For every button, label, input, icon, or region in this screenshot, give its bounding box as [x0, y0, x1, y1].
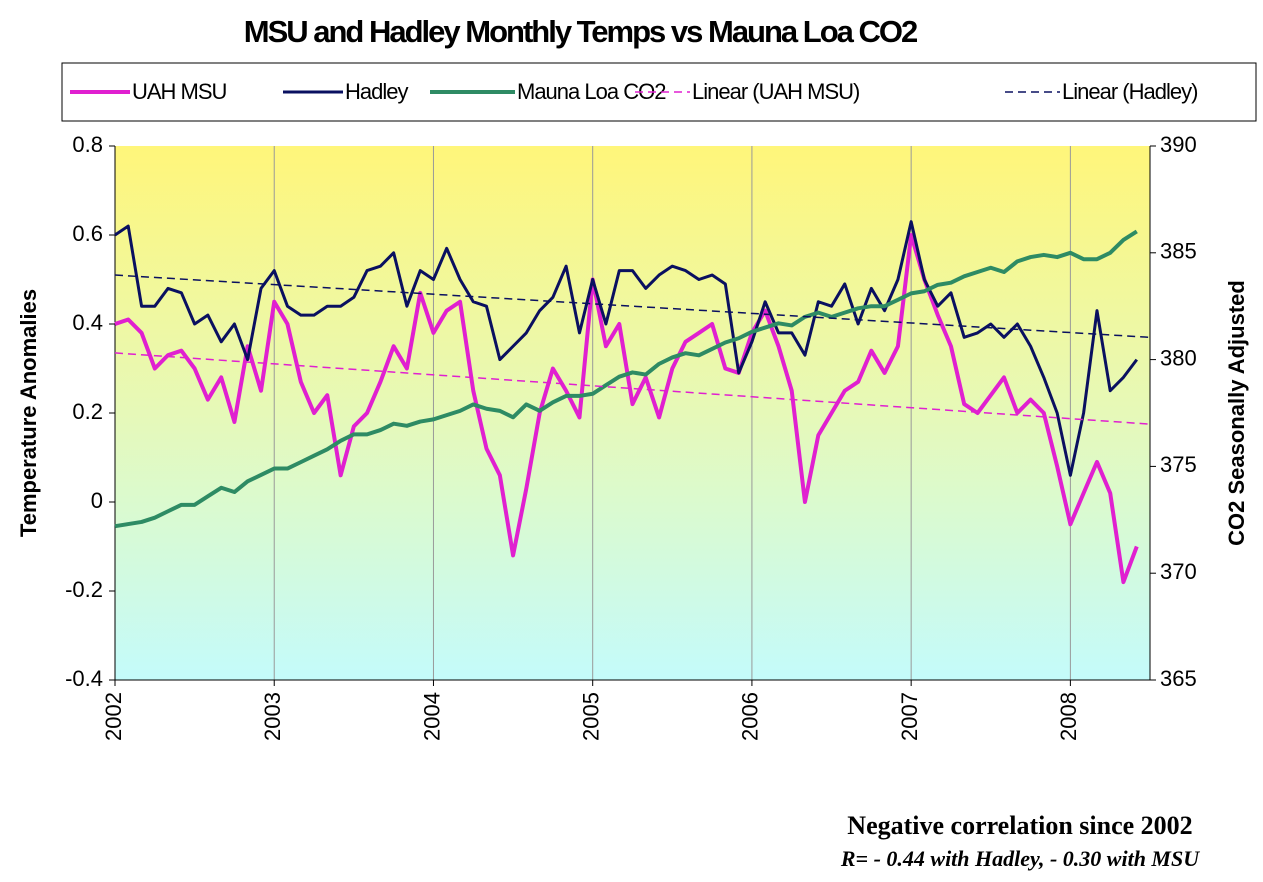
y-tick-label: 0: [91, 488, 103, 513]
y-tick-label: 0.4: [72, 310, 103, 335]
y2-tick-label: 370: [1160, 559, 1197, 584]
y-tick-label: -0.4: [65, 666, 103, 691]
x-tick-label: 2008: [1056, 692, 1081, 741]
x-tick-label: 2004: [419, 692, 444, 741]
y2-tick-label: 365: [1160, 666, 1197, 691]
legend-label: Linear (Hadley): [1062, 79, 1197, 104]
y2-tick-label: 390: [1160, 132, 1197, 157]
y-tick-label: 0.6: [72, 221, 103, 246]
y2-tick-label: 385: [1160, 239, 1197, 264]
x-tick-label: 2002: [101, 692, 126, 741]
y2-tick-label: 375: [1160, 452, 1197, 477]
y-tick-label: 0.8: [72, 132, 103, 157]
x-tick-label: 2005: [579, 692, 604, 741]
series-line: [114, 229, 1138, 529]
y-tick-label: 0.2: [72, 399, 103, 424]
y2-axis-label: CO2 Seasonally Adjusted: [1224, 280, 1249, 546]
plot-area: [115, 146, 1150, 680]
legend-label: UAH MSU: [132, 79, 227, 104]
annotation: Negative correlation since 2002: [847, 811, 1192, 840]
y-tick-label: -0.2: [65, 577, 103, 602]
y-axis-label: Temperature Anomalies: [16, 289, 41, 537]
series-line: [114, 352, 1151, 425]
chart-title: MSU and Hadley Monthly Temps vs Mauna Lo…: [244, 14, 917, 49]
legend-label: Mauna Loa CO2: [517, 79, 666, 104]
series-line: [114, 233, 1139, 585]
annotation: R= - 0.44 with Hadley, - 0.30 with MSU: [840, 846, 1200, 871]
y2-tick-label: 380: [1160, 345, 1197, 370]
x-tick-label: 2006: [738, 692, 763, 741]
x-tick-label: 2007: [897, 692, 922, 741]
series-line: [114, 220, 1138, 477]
series-line: [114, 274, 1151, 339]
legend-label: Linear (UAH MSU): [692, 79, 859, 104]
legend-label: Hadley: [345, 79, 408, 104]
x-tick-label: 2003: [260, 692, 285, 741]
